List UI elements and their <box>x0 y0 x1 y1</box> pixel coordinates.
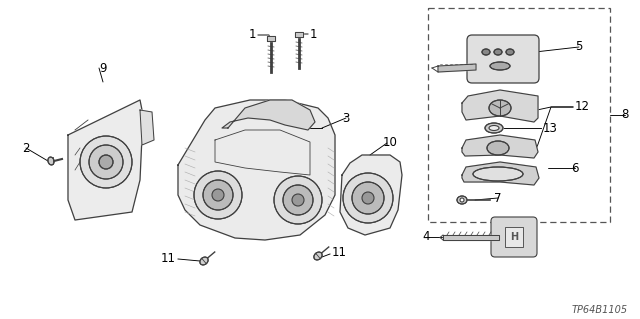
Text: 9: 9 <box>99 62 107 75</box>
Bar <box>428 8 610 222</box>
Polygon shape <box>462 162 539 185</box>
Text: 3: 3 <box>342 112 349 124</box>
Ellipse shape <box>457 196 467 204</box>
FancyBboxPatch shape <box>491 217 537 257</box>
Ellipse shape <box>494 49 502 55</box>
Ellipse shape <box>473 167 523 181</box>
Ellipse shape <box>343 173 393 223</box>
Ellipse shape <box>490 62 510 70</box>
Ellipse shape <box>489 125 499 130</box>
Ellipse shape <box>352 182 384 214</box>
Ellipse shape <box>212 189 224 201</box>
Polygon shape <box>462 135 538 158</box>
Text: 1: 1 <box>248 28 256 41</box>
Text: 7: 7 <box>494 191 502 204</box>
Text: 13: 13 <box>543 122 558 135</box>
Ellipse shape <box>274 176 322 224</box>
Polygon shape <box>295 32 303 37</box>
Polygon shape <box>340 155 402 235</box>
Polygon shape <box>140 110 154 145</box>
Text: TP64B1105: TP64B1105 <box>572 305 628 315</box>
Text: 8: 8 <box>621 108 628 122</box>
Ellipse shape <box>362 192 374 204</box>
FancyBboxPatch shape <box>467 35 539 83</box>
Ellipse shape <box>99 155 113 169</box>
Text: 6: 6 <box>571 161 579 174</box>
Ellipse shape <box>48 157 54 165</box>
Text: 4: 4 <box>422 231 430 243</box>
Ellipse shape <box>89 145 123 179</box>
Text: 11: 11 <box>332 247 347 259</box>
Polygon shape <box>462 90 538 122</box>
Ellipse shape <box>292 194 304 206</box>
Ellipse shape <box>460 198 464 202</box>
Text: 11: 11 <box>161 251 176 264</box>
Polygon shape <box>178 100 335 240</box>
Text: 12: 12 <box>575 100 590 114</box>
Text: H: H <box>510 232 518 242</box>
Polygon shape <box>68 100 143 220</box>
Ellipse shape <box>489 100 511 116</box>
Ellipse shape <box>314 252 322 260</box>
Ellipse shape <box>506 49 514 55</box>
Text: 5: 5 <box>575 41 582 54</box>
Ellipse shape <box>200 257 208 265</box>
Text: 10: 10 <box>383 137 398 150</box>
Ellipse shape <box>482 49 490 55</box>
Ellipse shape <box>487 141 509 155</box>
Text: 1: 1 <box>310 27 317 41</box>
Polygon shape <box>443 235 499 240</box>
Text: 2: 2 <box>22 142 29 154</box>
Ellipse shape <box>485 123 503 133</box>
Ellipse shape <box>283 185 313 215</box>
Polygon shape <box>222 100 315 130</box>
Bar <box>505 227 523 247</box>
Ellipse shape <box>203 180 233 210</box>
Ellipse shape <box>194 171 242 219</box>
Polygon shape <box>267 36 275 41</box>
Polygon shape <box>438 64 476 72</box>
Ellipse shape <box>80 136 132 188</box>
